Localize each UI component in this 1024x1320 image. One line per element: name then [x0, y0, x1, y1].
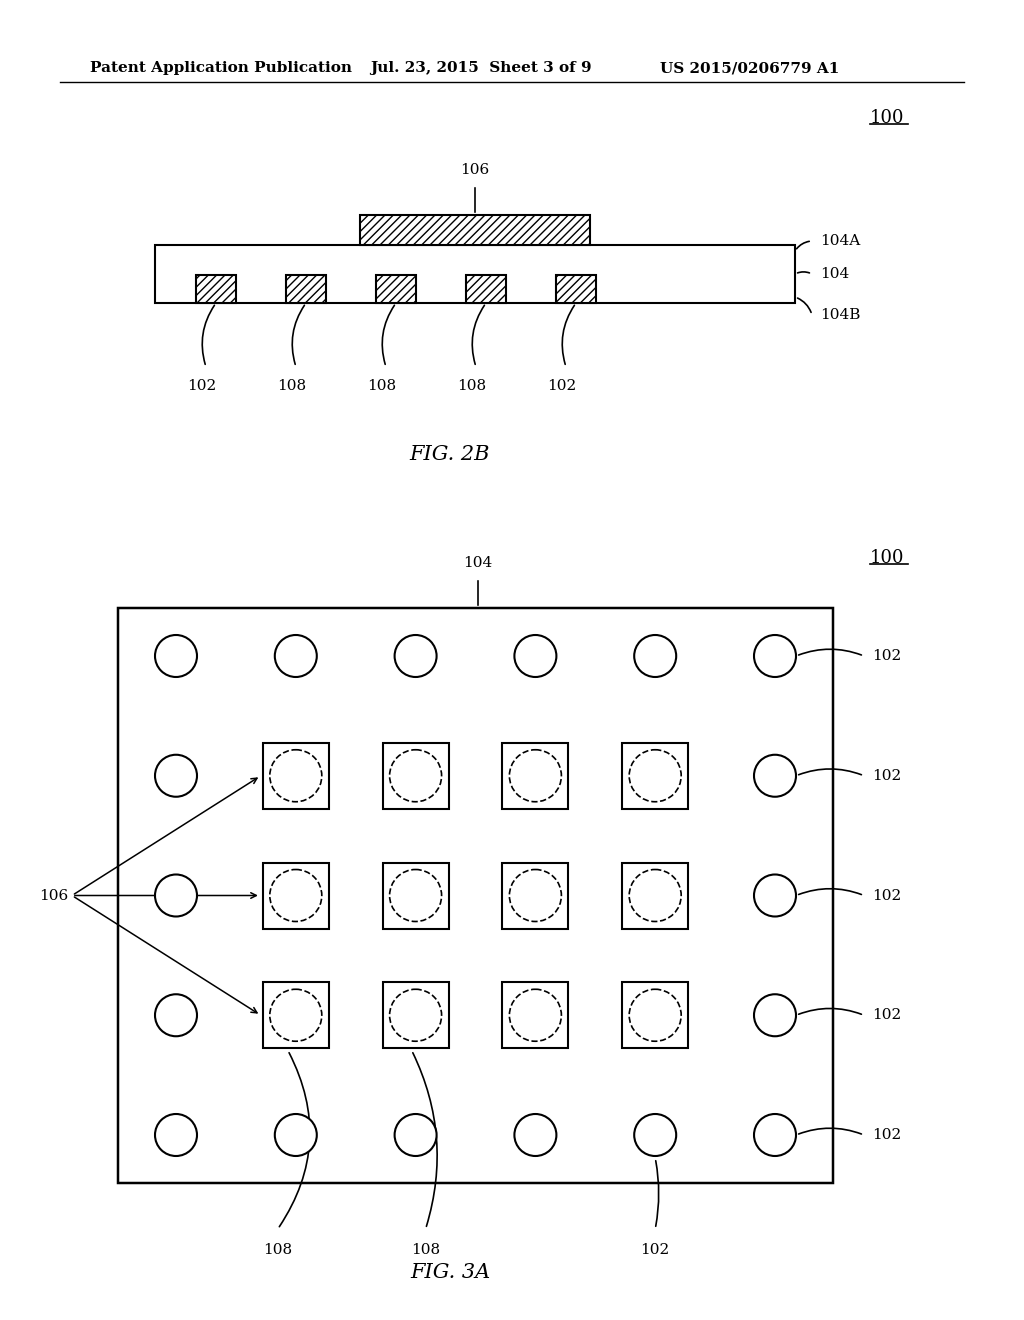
Bar [383, 743, 449, 809]
Bar [118, 609, 833, 1183]
Bar [263, 743, 329, 809]
Bar [263, 982, 329, 1048]
Text: 104A: 104A [820, 234, 860, 248]
Circle shape [754, 1114, 796, 1156]
Text: 104: 104 [820, 267, 849, 281]
Circle shape [269, 989, 322, 1041]
Text: 108: 108 [458, 379, 486, 393]
Text: 102: 102 [548, 379, 577, 393]
Circle shape [155, 635, 197, 677]
Circle shape [629, 750, 681, 801]
Circle shape [514, 635, 556, 677]
Bar [196, 275, 236, 304]
Text: 102: 102 [872, 888, 901, 903]
Bar [383, 862, 449, 928]
Circle shape [155, 874, 197, 916]
Bar [360, 215, 590, 246]
Circle shape [754, 994, 796, 1036]
Circle shape [629, 870, 681, 921]
Bar [623, 862, 688, 928]
Circle shape [269, 750, 322, 801]
Circle shape [754, 874, 796, 916]
Text: Jul. 23, 2015  Sheet 3 of 9: Jul. 23, 2015 Sheet 3 of 9 [370, 61, 592, 75]
Text: 108: 108 [368, 379, 396, 393]
Text: 106: 106 [39, 888, 68, 903]
Text: 102: 102 [641, 1243, 670, 1257]
Circle shape [629, 989, 681, 1041]
Circle shape [274, 1114, 316, 1156]
Text: 106: 106 [461, 162, 489, 177]
Bar [383, 982, 449, 1048]
Bar [623, 982, 688, 1048]
Text: FIG. 3A: FIG. 3A [410, 1262, 490, 1282]
Text: 104: 104 [464, 556, 493, 570]
Text: 102: 102 [187, 379, 217, 393]
Text: 100: 100 [870, 549, 904, 568]
Bar [556, 275, 596, 304]
Circle shape [269, 870, 322, 921]
Circle shape [389, 989, 441, 1041]
Circle shape [509, 870, 561, 921]
Bar [155, 246, 795, 304]
Text: Patent Application Publication: Patent Application Publication [90, 61, 352, 75]
Circle shape [509, 750, 561, 801]
Circle shape [155, 755, 197, 797]
Bar [623, 743, 688, 809]
Circle shape [155, 994, 197, 1036]
Circle shape [274, 635, 316, 677]
Text: 104B: 104B [820, 308, 860, 322]
Circle shape [394, 635, 436, 677]
Text: 100: 100 [870, 110, 904, 127]
Text: 102: 102 [872, 1129, 901, 1142]
Bar [376, 275, 416, 304]
Bar [503, 743, 568, 809]
Circle shape [634, 635, 676, 677]
Circle shape [389, 750, 441, 801]
Text: 102: 102 [872, 1008, 901, 1022]
Bar [503, 862, 568, 928]
Circle shape [514, 1114, 556, 1156]
Circle shape [754, 755, 796, 797]
Bar [466, 275, 506, 304]
Circle shape [394, 1114, 436, 1156]
Bar [286, 275, 326, 304]
Circle shape [155, 1114, 197, 1156]
Text: FIG. 2B: FIG. 2B [410, 446, 490, 465]
Text: 108: 108 [278, 379, 306, 393]
Text: 108: 108 [263, 1243, 293, 1257]
Circle shape [754, 635, 796, 677]
Text: 102: 102 [872, 649, 901, 663]
Text: 108: 108 [411, 1243, 440, 1257]
Text: US 2015/0206779 A1: US 2015/0206779 A1 [660, 61, 840, 75]
Circle shape [389, 870, 441, 921]
Circle shape [509, 989, 561, 1041]
Bar [503, 982, 568, 1048]
Circle shape [634, 1114, 676, 1156]
Bar [263, 862, 329, 928]
Text: 102: 102 [872, 768, 901, 783]
